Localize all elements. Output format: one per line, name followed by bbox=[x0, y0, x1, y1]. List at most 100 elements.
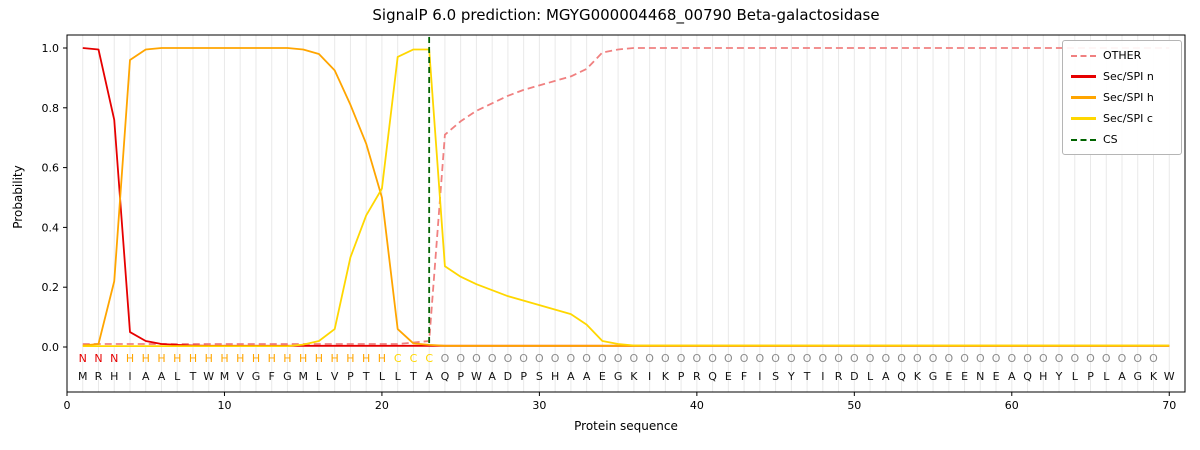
legend-label-cs: CS bbox=[1103, 133, 1118, 146]
region-letter: O bbox=[1070, 352, 1079, 365]
region-letter: O bbox=[551, 352, 560, 365]
sequence-letter: D bbox=[504, 370, 512, 383]
sequence-letter: G bbox=[283, 370, 292, 383]
region-letter: N bbox=[79, 352, 87, 365]
sequence-letter: L bbox=[867, 370, 874, 383]
sequence-letter: A bbox=[882, 370, 890, 383]
y-tick-label: 1.0 bbox=[42, 42, 60, 55]
x-tick-label: 10 bbox=[217, 399, 231, 412]
region-letter: O bbox=[1055, 352, 1064, 365]
sequence-letter: W bbox=[203, 370, 214, 383]
region-letter: O bbox=[929, 352, 938, 365]
region-letter: H bbox=[205, 352, 213, 365]
sequence-letter: A bbox=[567, 370, 575, 383]
sequence-letter: I bbox=[758, 370, 761, 383]
sequence-letter: P bbox=[347, 370, 354, 383]
region-letter: H bbox=[252, 352, 260, 365]
sequence-letter: H bbox=[551, 370, 559, 383]
sequence-letter: T bbox=[362, 370, 370, 383]
x-tick-label: 50 bbox=[847, 399, 861, 412]
x-tick-label: 60 bbox=[1005, 399, 1019, 412]
region-letter: O bbox=[519, 352, 528, 365]
region-letter: H bbox=[315, 352, 323, 365]
sequence-letter: L bbox=[316, 370, 323, 383]
sequence-letter: I bbox=[821, 370, 824, 383]
region-letter: O bbox=[866, 352, 875, 365]
legend-item-sec-spi-n: Sec/SPI n bbox=[1071, 69, 1173, 84]
sequence-letter: I bbox=[128, 370, 131, 383]
y-tick-label: 0.8 bbox=[42, 102, 60, 115]
region-letter: O bbox=[708, 352, 717, 365]
sequence-letter: S bbox=[772, 370, 779, 383]
sequence-letter: K bbox=[1150, 370, 1158, 383]
sequence-letter: G bbox=[1133, 370, 1142, 383]
sequence-letter: G bbox=[614, 370, 623, 383]
sequence-letter: E bbox=[725, 370, 732, 383]
sequence-letter: R bbox=[693, 370, 701, 383]
sequence-letter: L bbox=[395, 370, 402, 383]
x-tick-label: 70 bbox=[1162, 399, 1176, 412]
sequence-letter: Q bbox=[708, 370, 717, 383]
region-letter: H bbox=[236, 352, 244, 365]
legend: OTHER Sec/SPI n Sec/SPI h Sec/SPI c CS bbox=[1062, 40, 1182, 155]
y-axis-label: Probability bbox=[11, 165, 25, 229]
series-sec-spi-c bbox=[82, 48, 1170, 348]
region-letter: O bbox=[834, 352, 843, 365]
region-letter: O bbox=[881, 352, 890, 365]
region-letter: O bbox=[441, 352, 450, 365]
sequence-letter: M bbox=[78, 370, 88, 383]
sequence-letter: W bbox=[471, 370, 482, 383]
region-letter: O bbox=[1149, 352, 1158, 365]
region-letter: H bbox=[331, 352, 339, 365]
sequence-letter: T bbox=[409, 370, 417, 383]
region-letter: H bbox=[378, 352, 386, 365]
series-sec-spi-n bbox=[82, 47, 1170, 347]
region-letter: H bbox=[283, 352, 291, 365]
legend-item-cs: CS bbox=[1071, 132, 1173, 147]
region-letter: H bbox=[126, 352, 134, 365]
region-letter: O bbox=[724, 352, 733, 365]
region-letter: N bbox=[94, 352, 102, 365]
region-letter: O bbox=[960, 352, 969, 365]
region-letter: O bbox=[944, 352, 953, 365]
sequence-letter: L bbox=[379, 370, 386, 383]
region-letter: O bbox=[1086, 352, 1095, 365]
sequence-letter: P bbox=[457, 370, 464, 383]
sequence-letter: V bbox=[331, 370, 339, 383]
region-letter: O bbox=[1102, 352, 1111, 365]
y-tick-label: 0.2 bbox=[42, 281, 60, 294]
region-letter: O bbox=[472, 352, 481, 365]
sequence-letter: A bbox=[1118, 370, 1126, 383]
region-letter: O bbox=[693, 352, 702, 365]
region-letter: O bbox=[1118, 352, 1127, 365]
sequence-letter: K bbox=[914, 370, 922, 383]
sequence-letter: V bbox=[236, 370, 244, 383]
plot-frame bbox=[66, 34, 1186, 393]
legend-label-sec-spi-n: Sec/SPI n bbox=[1103, 70, 1154, 83]
region-letter: O bbox=[677, 352, 686, 365]
sequence-letter: E bbox=[993, 370, 1000, 383]
region-letter: O bbox=[504, 352, 513, 365]
x-tick-label: 40 bbox=[690, 399, 704, 412]
region-letter: H bbox=[173, 352, 181, 365]
region-letter: H bbox=[220, 352, 228, 365]
sequence-letter: L bbox=[1072, 370, 1079, 383]
sequence-letter: L bbox=[1103, 370, 1110, 383]
sequence-letter: Q bbox=[1023, 370, 1032, 383]
region-letter: O bbox=[614, 352, 623, 365]
sequence-letter: G bbox=[252, 370, 261, 383]
sequence-letter: Q bbox=[441, 370, 450, 383]
sequence-letter: W bbox=[1164, 370, 1175, 383]
region-letter: C bbox=[394, 352, 402, 365]
region-letter: H bbox=[362, 352, 370, 365]
region-letter: O bbox=[1007, 352, 1016, 365]
region-letter: H bbox=[157, 352, 165, 365]
sequence-letter: A bbox=[142, 370, 150, 383]
region-letter: H bbox=[189, 352, 197, 365]
legend-label-other: OTHER bbox=[1103, 49, 1142, 62]
region-letter: O bbox=[1039, 352, 1048, 365]
x-axis-label: Protein sequence bbox=[574, 419, 678, 433]
region-letter: N bbox=[110, 352, 118, 365]
sequence-letter: Y bbox=[1055, 370, 1063, 383]
x-tick-label: 20 bbox=[375, 399, 389, 412]
